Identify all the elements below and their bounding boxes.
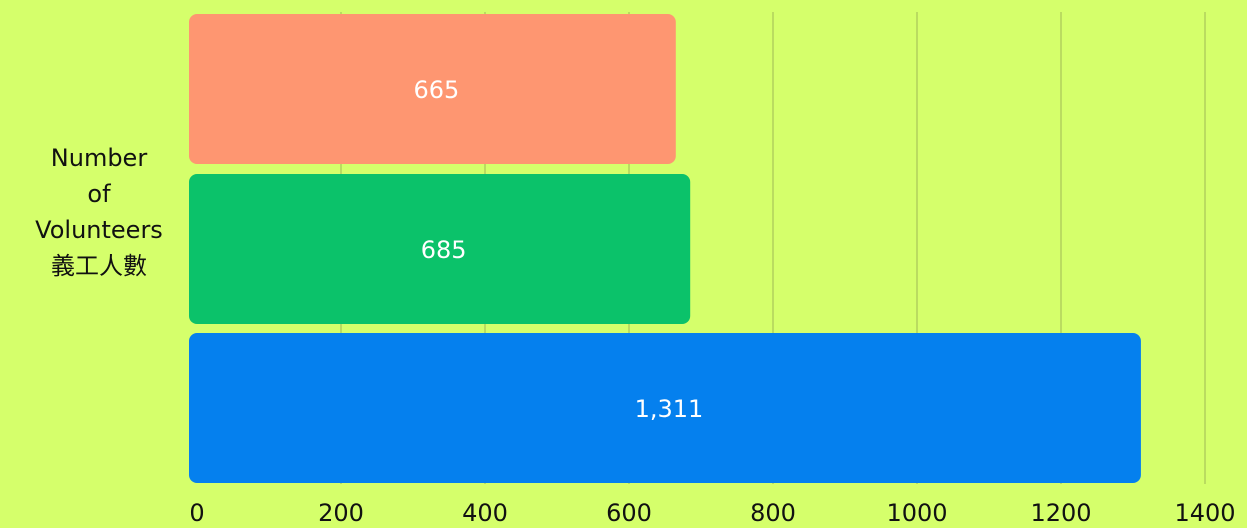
bar (189, 14, 676, 164)
y-axis-label-line: 義工人數 (51, 252, 147, 280)
x-tick-label: 1200 (1030, 499, 1091, 527)
x-tick-label: 600 (606, 499, 652, 527)
x-tick-label: 1000 (886, 499, 947, 527)
bar-value-label: 665 (413, 76, 459, 104)
y-axis-label-line: of (87, 180, 111, 208)
bar-value-label: 1,311 (635, 395, 704, 423)
x-tick-label: 800 (750, 499, 796, 527)
bar (189, 174, 691, 324)
y-axis-label: Number of Volunteers 義工人數 (0, 140, 198, 284)
bar (189, 333, 1141, 483)
x-tick-label: 0 (189, 499, 204, 527)
x-tick-label: 200 (318, 499, 364, 527)
y-axis-label-line: Volunteers (35, 216, 163, 244)
bar-value-label: 685 (421, 236, 467, 264)
y-axis-label-line: Number (50, 144, 148, 172)
x-tick-label: 1400 (1174, 499, 1235, 527)
x-tick-label: 400 (462, 499, 508, 527)
